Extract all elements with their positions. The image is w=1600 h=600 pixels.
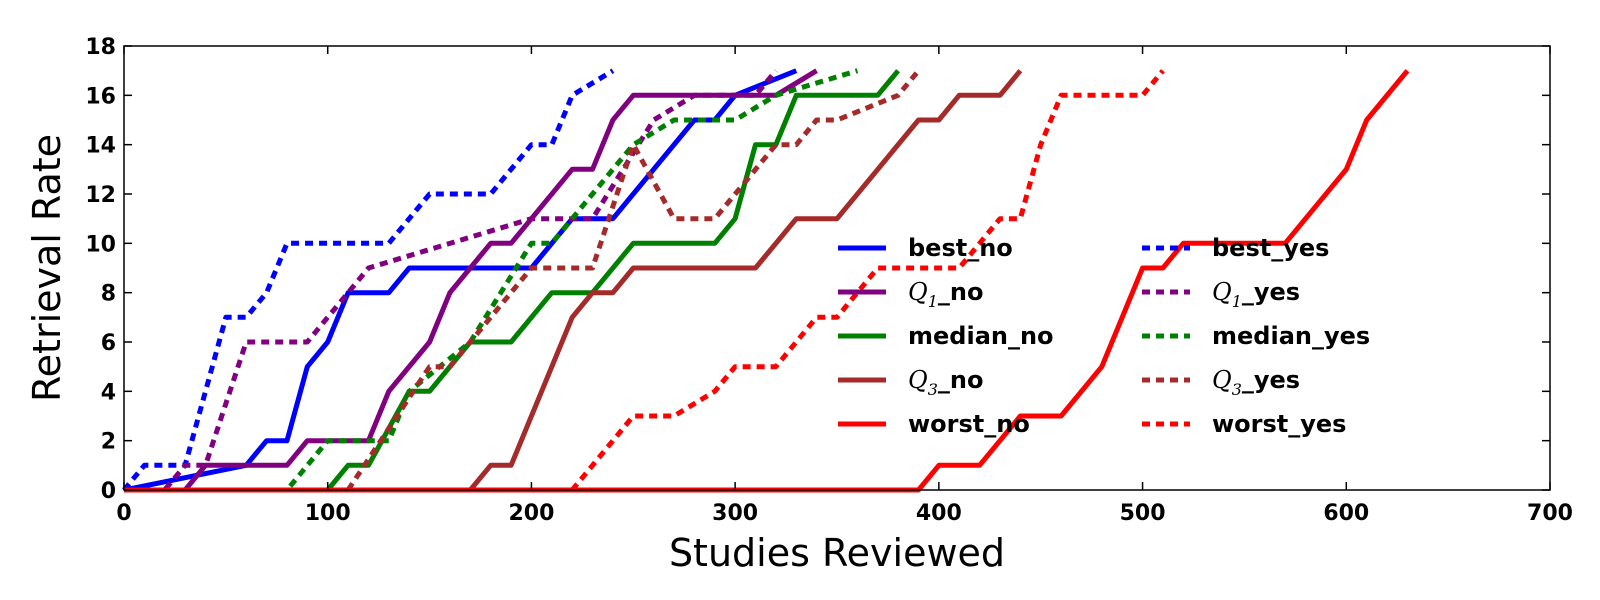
legend-label: worst_no <box>908 410 1030 438</box>
series-line-q3-no <box>124 69 1023 493</box>
tick-layer: 0 100 200 300 400 500 600 700 0 2 4 6 8 10 12 14 16 18 <box>85 35 1573 526</box>
legend-label: Q3_yes <box>1212 366 1300 399</box>
series-line-q1-no <box>124 68 818 493</box>
y-tick-label: 18 <box>85 35 116 60</box>
legend-item-worst-yes: worst_yes <box>1142 410 1346 438</box>
x-tick-label: 700 <box>1527 501 1573 526</box>
x-tick-label: 400 <box>916 501 962 526</box>
legend-item-best-no: best_no <box>838 234 1013 262</box>
series-line-best-yes <box>122 68 615 492</box>
x-tick-label: 500 <box>1120 501 1166 526</box>
plot-frame <box>123 45 1551 491</box>
legend-item-q1-yes: Q1_yes <box>1142 278 1300 311</box>
legend-item-best-yes: best_yes <box>1142 234 1329 262</box>
x-tick-label: 300 <box>712 501 758 526</box>
series-line-worst-no <box>124 69 1410 493</box>
legend-item-worst-no: worst_no <box>838 410 1030 438</box>
y-tick-label: 10 <box>85 232 116 257</box>
y-tick-label: 8 <box>101 282 116 307</box>
x-axis-label: Studies Reviewed <box>669 531 1005 575</box>
legend-label: median_no <box>908 322 1054 350</box>
legend-label: worst_yes <box>1212 410 1346 438</box>
legend-label: median_yes <box>1212 322 1370 350</box>
x-tick-label: 100 <box>305 501 351 526</box>
series-line-median-yes <box>124 68 859 493</box>
legend: best_no Q1_no median_no Q3_no worst_no best_y… <box>838 234 1370 438</box>
legend-label: Q1_yes <box>1212 278 1300 311</box>
y-axis-label: Retrieval Rate <box>25 134 69 402</box>
series-line-worst-yes <box>124 69 1165 493</box>
series-layer <box>122 68 1410 493</box>
legend-label: Q3_no <box>908 366 983 399</box>
y-tick-label: 14 <box>85 134 116 159</box>
y-tick-label: 6 <box>101 331 116 356</box>
legend-label: Q1_no <box>908 278 983 311</box>
y-tick-label: 2 <box>101 430 116 455</box>
y-tick-label: 12 <box>85 183 116 208</box>
x-tick-label: 0 <box>116 501 131 526</box>
legend-item-q3-no: Q3_no <box>838 366 983 399</box>
y-tick-label: 16 <box>85 84 116 109</box>
legend-label: best_yes <box>1212 234 1329 262</box>
series-line-q3-yes <box>124 69 921 493</box>
legend-item-median-yes: median_yes <box>1142 322 1370 350</box>
legend-item-q1-no: Q1_no <box>838 278 983 311</box>
y-tick-label: 4 <box>101 380 116 405</box>
y-tick-label: 0 <box>101 479 116 504</box>
legend-item-q3-yes: Q3_yes <box>1142 366 1300 399</box>
legend-label: best_no <box>908 234 1013 262</box>
series-line-q1-yes <box>124 69 778 493</box>
x-tick-label: 600 <box>1323 501 1369 526</box>
x-tick-label: 200 <box>508 501 554 526</box>
legend-item-median-no: median_no <box>838 322 1054 350</box>
